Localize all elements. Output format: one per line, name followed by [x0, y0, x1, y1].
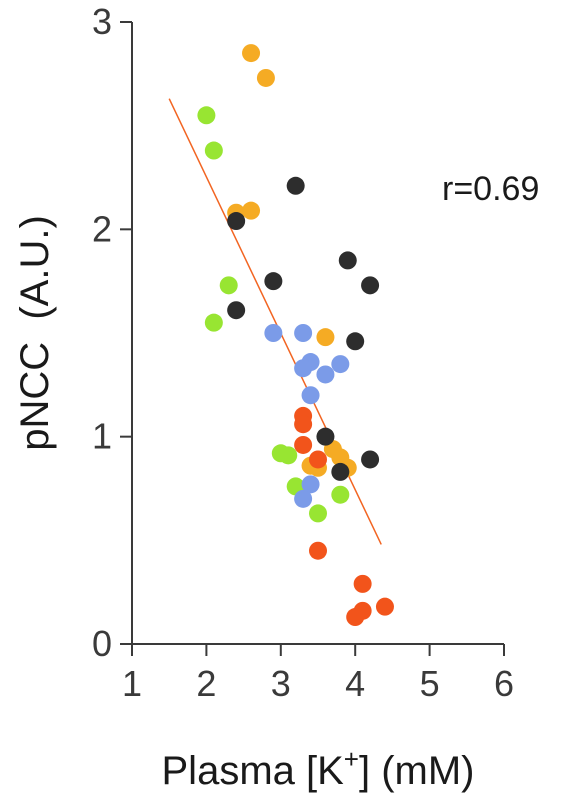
data-point: [316, 365, 335, 384]
data-point: [264, 324, 283, 342]
x-tick-label: 2: [196, 663, 216, 704]
data-point: [294, 415, 313, 434]
data-points: [197, 44, 394, 627]
data-point: [309, 450, 327, 469]
data-point: [316, 427, 335, 446]
series-2: [227, 176, 380, 481]
data-point: [242, 201, 261, 220]
x-tick-label: 1: [122, 663, 142, 704]
data-point: [353, 574, 372, 593]
x-axis: 1 2 3 4 5 6: [122, 643, 514, 704]
y-tick-label: 0: [92, 623, 112, 664]
series-1: [197, 106, 350, 523]
y-ticks: 0 1 2 3: [92, 1, 132, 664]
data-point: [331, 462, 350, 481]
y-tick-label: 2: [92, 208, 112, 249]
x-axis-title: Plasma [K+] (mM): [162, 744, 475, 793]
data-point: [375, 597, 394, 616]
data-point: [309, 504, 327, 523]
series-4: [294, 406, 394, 627]
data-point: [309, 541, 327, 560]
y-tick-label: 1: [92, 416, 112, 457]
data-point: [338, 251, 357, 270]
data-point: [361, 450, 380, 469]
x-tick-label: 5: [420, 663, 440, 704]
data-point: [301, 386, 320, 405]
data-point: [227, 212, 246, 231]
data-point: [197, 106, 216, 125]
data-point: [264, 272, 283, 291]
data-point: [294, 435, 313, 454]
data-point: [346, 608, 365, 627]
y-axis-title: pNCC (A.U.): [13, 215, 57, 451]
data-point: [361, 276, 380, 295]
data-point: [242, 44, 261, 63]
data-point: [219, 276, 238, 295]
y-axis: 0 1 2 3: [92, 1, 133, 664]
data-point: [256, 68, 275, 87]
data-point: [316, 328, 335, 347]
series-3: [264, 324, 350, 508]
data-point: [294, 359, 313, 378]
x-tick-label: 6: [494, 663, 514, 704]
data-point: [294, 489, 313, 508]
data-point: [301, 475, 320, 494]
trendline: [168, 98, 382, 545]
data-point: [204, 141, 223, 160]
data-point: [227, 301, 246, 320]
data-point: [279, 446, 298, 465]
x-tick-label: 4: [345, 663, 365, 704]
correlation-annotation: r=0.69: [442, 170, 539, 208]
y-tick-label: 3: [92, 1, 112, 42]
x-tick-label: 3: [271, 663, 291, 704]
data-point: [331, 355, 350, 374]
data-point: [286, 176, 305, 195]
data-point: [294, 324, 313, 342]
data-point: [204, 313, 223, 332]
data-point: [346, 332, 365, 351]
data-point: [331, 485, 350, 504]
x-ticks: 1 2 3 4 5 6: [122, 644, 514, 704]
